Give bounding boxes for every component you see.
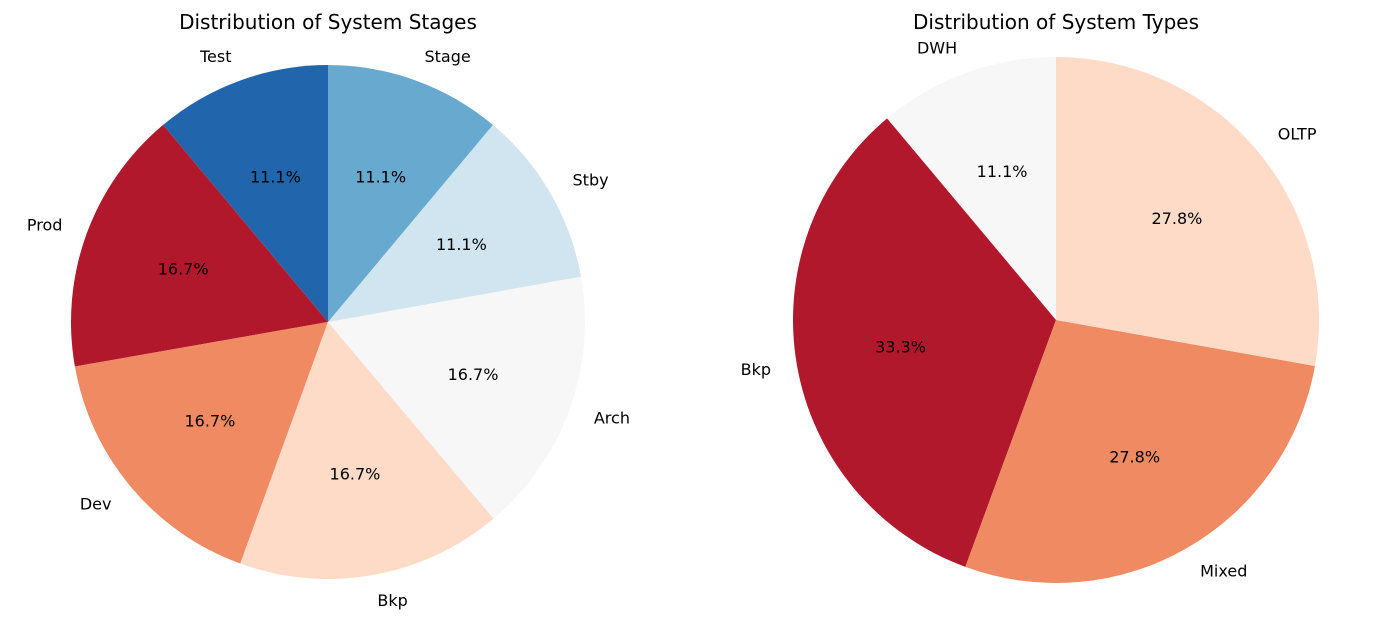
category-label-mixed: Mixed xyxy=(1200,561,1247,580)
category-label-dev: Dev xyxy=(80,494,112,513)
category-label-dwh: DWH xyxy=(917,39,957,58)
pie-slice-bkp xyxy=(792,118,1056,567)
pct-label-dwh: 11.1% xyxy=(977,162,1028,181)
category-label-stby: Stby xyxy=(573,171,609,190)
pct-label-dev: 16.7% xyxy=(184,412,235,431)
pie-slice-stby xyxy=(328,124,581,323)
pie-slice-test xyxy=(163,65,328,322)
category-label-stage: Stage xyxy=(425,47,471,66)
pct-label-test: 11.1% xyxy=(250,168,301,187)
pie-slice-dwh xyxy=(887,57,1056,320)
pie-slice-oltp xyxy=(1056,57,1319,367)
pct-label-stage: 11.1% xyxy=(355,168,406,187)
pie-slice-bkp xyxy=(240,322,494,579)
chart-title-stages: Distribution of System Stages xyxy=(179,10,477,34)
category-label-test: Test xyxy=(199,47,232,66)
pct-label-oltp: 27.8% xyxy=(1152,209,1203,228)
category-label-bkp: Bkp xyxy=(741,360,771,379)
pct-label-bkp: 16.7% xyxy=(330,464,381,483)
pct-label-arch: 16.7% xyxy=(448,365,499,384)
pie-slice-arch xyxy=(328,276,585,519)
category-label-bkp: Bkp xyxy=(377,591,407,610)
category-label-prod: Prod xyxy=(27,216,63,235)
pct-label-mixed: 27.8% xyxy=(1109,447,1160,466)
pie-slice-prod xyxy=(70,124,328,367)
pct-label-bkp: 33.3% xyxy=(875,338,926,357)
pct-label-stby: 11.1% xyxy=(436,235,487,254)
pie-slice-mixed xyxy=(965,320,1315,583)
pct-label-prod: 16.7% xyxy=(158,260,209,279)
pie-system-stages: 11.1% Test 16.7% Prod 16.7% Dev 16.7% Bkp 16.7% A… xyxy=(27,47,630,610)
pie-system-types: 11.1% DWH 33.3% Bkp 27.8% Mixed 27.8% OLTP xyxy=(741,39,1319,583)
pie-slice-stage xyxy=(328,65,493,322)
category-label-arch: Arch xyxy=(594,409,630,428)
category-label-oltp: OLTP xyxy=(1278,125,1317,144)
chart-title-types: Distribution of System Types xyxy=(913,10,1199,34)
pie-slice-dev xyxy=(74,322,329,564)
